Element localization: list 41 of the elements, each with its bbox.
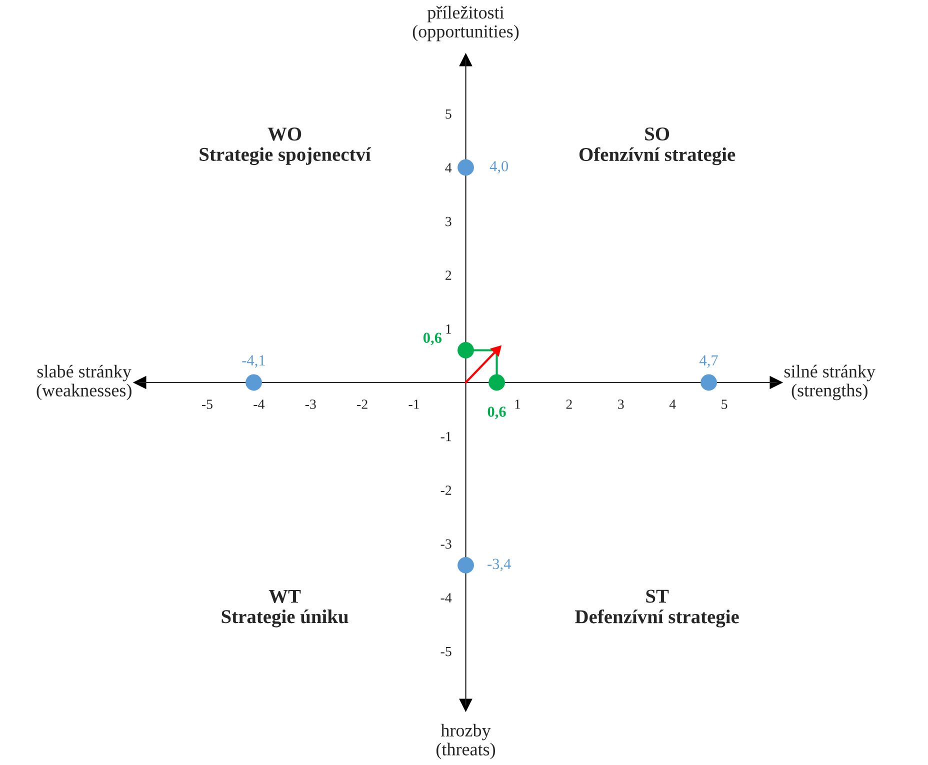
y-tick-label: -3 bbox=[440, 539, 452, 549]
x-tick-label: 3 bbox=[618, 400, 624, 409]
point bbox=[490, 346, 502, 356]
x-tick-label: -4 bbox=[254, 400, 264, 409]
point bbox=[488, 374, 505, 391]
x-tick-label: -2 bbox=[357, 400, 368, 409]
text: hrozby (threats) bbox=[436, 724, 496, 760]
annotation: SO Ofenzívní strategie bbox=[579, 127, 736, 166]
annotation: 4,0 bbox=[490, 161, 508, 174]
y-tick-label: 3 bbox=[446, 216, 452, 226]
x-tick-label: -5 bbox=[202, 400, 212, 409]
point bbox=[458, 342, 474, 358]
x-tick-label: -1 bbox=[408, 400, 419, 409]
point bbox=[458, 159, 474, 176]
annotation: 0,6 bbox=[423, 332, 442, 346]
annotation: 4,7 bbox=[700, 355, 718, 368]
y-tick-label: 1 bbox=[446, 324, 452, 334]
annotation: -3,4 bbox=[488, 558, 511, 572]
annotation: -4,1 bbox=[242, 355, 265, 368]
y-tick-label: -5 bbox=[440, 646, 452, 656]
annotation: ST Defenzívní strategie bbox=[575, 590, 739, 628]
annotation: 0,6 bbox=[488, 406, 506, 420]
annotation: WO Strategie spojenectví bbox=[200, 128, 372, 166]
y-tick-label: 4 bbox=[445, 163, 452, 172]
x-tick-label: 1 bbox=[515, 400, 520, 409]
annotation: WT Strategie úniku bbox=[222, 590, 348, 628]
x-tick-label: 4 bbox=[669, 400, 676, 409]
x-tick-label: 2 bbox=[566, 400, 572, 409]
y-tick-label: -2 bbox=[440, 486, 452, 495]
x-tick-label: 5 bbox=[722, 400, 728, 409]
y-tick-label: 5 bbox=[446, 109, 452, 119]
y-tick-label: -4 bbox=[440, 593, 452, 602]
text: slabé stránky (weaknesses) bbox=[36, 364, 132, 400]
text: příležitosti (opportunities) bbox=[412, 6, 519, 42]
y-tick-label: 2 bbox=[446, 270, 452, 280]
point bbox=[246, 374, 262, 391]
y-tick-label: -1 bbox=[440, 432, 452, 442]
point bbox=[700, 374, 717, 391]
point bbox=[458, 557, 474, 574]
x-tick-label: -3 bbox=[305, 400, 316, 409]
text: silné stránky (strengths) bbox=[784, 364, 876, 400]
